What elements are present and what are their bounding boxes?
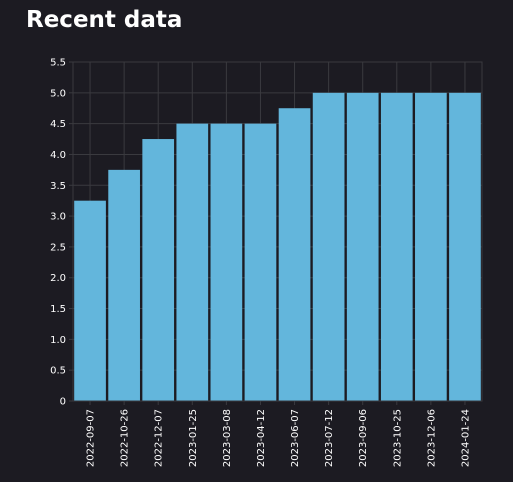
y-tick-label: 3.0 bbox=[50, 212, 66, 223]
x-tick-label: 2022-12-07 bbox=[154, 409, 165, 467]
x-tick-label: 2023-03-08 bbox=[222, 409, 233, 467]
x-tick-label: 2023-09-06 bbox=[358, 409, 369, 467]
y-tick-label: 5.0 bbox=[50, 88, 66, 99]
bar bbox=[108, 169, 140, 401]
y-tick-label: 3.5 bbox=[50, 181, 66, 192]
x-tick-label: 2024-01-24 bbox=[460, 409, 471, 467]
bar bbox=[176, 123, 209, 402]
page-title: Recent data bbox=[26, 7, 183, 33]
bar bbox=[142, 139, 175, 401]
bar bbox=[74, 200, 106, 401]
plot-area bbox=[73, 62, 482, 401]
y-tick-label: 0.5 bbox=[50, 366, 66, 377]
bar bbox=[346, 92, 379, 402]
y-tick-label: 2.0 bbox=[50, 273, 66, 284]
bar bbox=[210, 123, 243, 402]
bar bbox=[380, 92, 413, 402]
plot-border bbox=[72, 61, 483, 402]
x-tick-label: 2023-06-07 bbox=[290, 409, 301, 467]
x-tick-label: 2023-10-25 bbox=[392, 409, 403, 467]
y-tick-label: 2.5 bbox=[50, 242, 66, 253]
x-tick-label: 2023-04-12 bbox=[256, 409, 267, 467]
x-tick-label: 2023-01-25 bbox=[188, 409, 199, 467]
y-tick-label: 1.5 bbox=[50, 304, 66, 315]
bar bbox=[449, 92, 481, 402]
bar bbox=[244, 123, 277, 402]
y-tick-label: 4.0 bbox=[50, 150, 66, 161]
bar bbox=[415, 92, 447, 402]
y-tick-label: 5.5 bbox=[50, 58, 66, 69]
x-tick-label: 2022-09-07 bbox=[86, 409, 97, 467]
bar bbox=[278, 108, 311, 402]
x-tick-label: 2023-07-12 bbox=[324, 409, 335, 467]
y-tick-label: 1.0 bbox=[50, 335, 66, 346]
bar bbox=[312, 92, 345, 402]
x-tick-label: 2022-10-26 bbox=[120, 409, 131, 467]
y-tick-label: 0 bbox=[60, 397, 66, 408]
y-tick-label: 4.5 bbox=[50, 119, 66, 130]
x-tick-label: 2023-12-06 bbox=[426, 409, 437, 467]
